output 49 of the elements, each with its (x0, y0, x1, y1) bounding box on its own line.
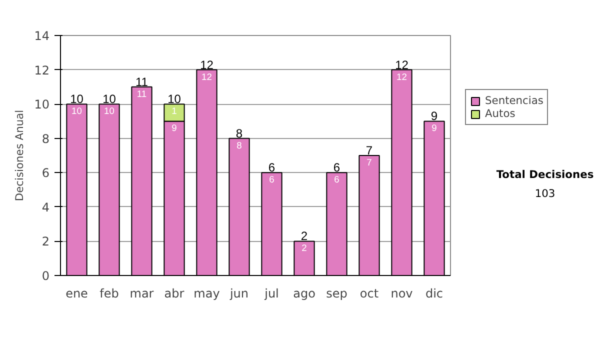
total-label: 10 (168, 92, 182, 106)
data-label: 7 (366, 158, 372, 168)
total-label: 10 (70, 92, 84, 106)
data-label: 1 (172, 106, 177, 116)
total-label: 9 (430, 109, 438, 124)
data-label: 6 (334, 174, 340, 185)
x-tick-label: feb (100, 286, 119, 300)
data-label: 12 (396, 72, 407, 82)
data-label: 8 (236, 140, 242, 150)
data-label: 9 (172, 123, 177, 134)
y-tick-label: 6 (42, 166, 50, 180)
annotations: Total Decisiones 103 (495, 168, 595, 202)
data-label: 11 (136, 88, 147, 99)
x-tick-label: ene (66, 286, 88, 300)
x-tick-label: mar (130, 286, 154, 300)
x-tick-label: ago (293, 286, 316, 300)
data-label: 12 (202, 72, 212, 82)
y-tick-label: 4 (42, 200, 50, 214)
total-label: 7 (366, 144, 373, 158)
data-label: 10 (104, 106, 114, 116)
x-tick-label: jul (264, 286, 279, 300)
x-tick-label: oct (360, 286, 379, 300)
x-tick-label: nov (390, 286, 413, 300)
y-tick-label: 8 (42, 132, 50, 146)
total-label: 8 (236, 126, 243, 140)
y-tick-label: 12 (34, 63, 50, 78)
data-label: 10 (72, 106, 82, 116)
legend-label: Sentencias (485, 94, 544, 107)
x-tick-label: sep (326, 286, 348, 300)
total-label: 6 (268, 160, 276, 175)
total-label: 12 (200, 58, 214, 72)
x-tick-label: jun (228, 286, 249, 300)
total-label: 6 (333, 160, 340, 175)
x-tick-label: may (194, 286, 220, 300)
y-axis-title: Decisiones Anual (13, 110, 26, 202)
y-tick-label: 10 (34, 98, 50, 112)
total-label: 2 (300, 229, 308, 244)
total-label: 10 (102, 92, 116, 106)
y-tick-label: 14 (34, 29, 50, 43)
total-label: 12 (395, 58, 409, 72)
x-tick-label: dic (425, 286, 444, 300)
x-tick-label: abr (164, 286, 184, 300)
legend-label: Autos (485, 107, 516, 120)
y-tick-label: 0 (42, 269, 50, 283)
y-tick-label: 2 (42, 234, 50, 249)
data-label: 9 (432, 123, 437, 134)
total-label: 11 (136, 74, 148, 89)
data-label: 6 (269, 174, 274, 185)
data-label: 2 (302, 243, 307, 254)
